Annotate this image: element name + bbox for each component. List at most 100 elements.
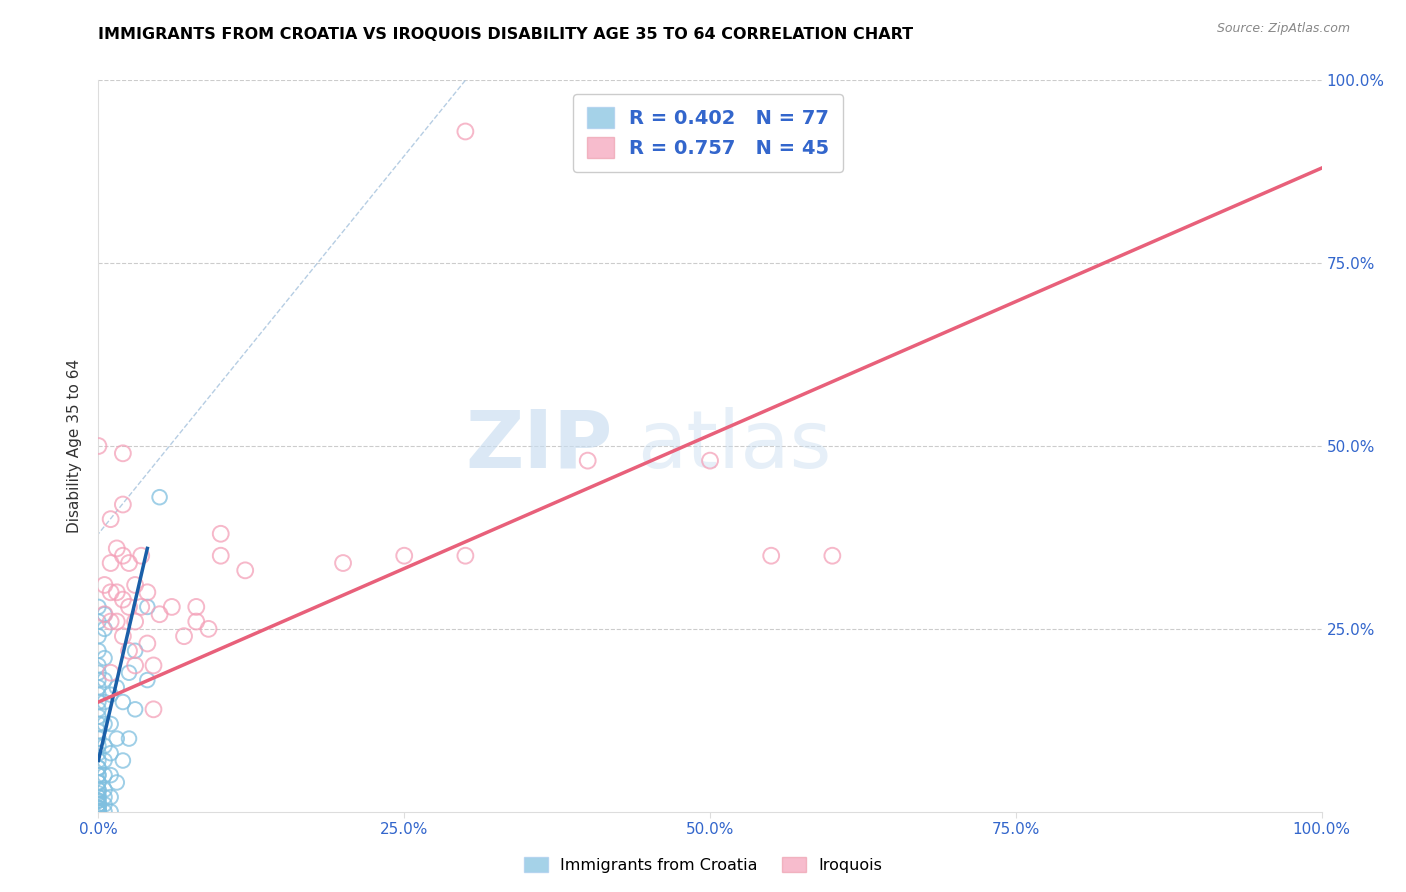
Point xyxy=(111,629,134,643)
Point xyxy=(142,658,165,673)
Point xyxy=(821,549,844,563)
Point xyxy=(87,790,110,805)
Point xyxy=(87,805,110,819)
Point xyxy=(93,607,115,622)
Point xyxy=(93,754,115,768)
Point xyxy=(100,688,122,702)
Point xyxy=(142,702,165,716)
Point xyxy=(149,490,172,504)
Point xyxy=(93,782,115,797)
Point xyxy=(87,775,110,789)
Point xyxy=(87,665,110,680)
Point xyxy=(87,794,110,808)
Point xyxy=(233,563,256,577)
Text: Source: ZipAtlas.com: Source: ZipAtlas.com xyxy=(1216,22,1350,36)
Point xyxy=(87,709,110,723)
Point xyxy=(87,717,110,731)
Point xyxy=(87,681,110,695)
Point xyxy=(93,651,115,665)
Point xyxy=(87,801,110,815)
Point xyxy=(209,549,232,563)
Point xyxy=(87,768,110,782)
Point xyxy=(87,754,110,768)
Point xyxy=(87,599,110,614)
Point xyxy=(87,761,110,775)
Point xyxy=(100,768,122,782)
Point xyxy=(100,746,122,760)
Point xyxy=(124,644,146,658)
Point xyxy=(87,782,110,797)
Point xyxy=(93,797,115,812)
Point xyxy=(87,702,110,716)
Point xyxy=(87,439,110,453)
Point xyxy=(87,794,110,808)
Point xyxy=(173,629,195,643)
Point xyxy=(124,658,146,673)
Point xyxy=(87,805,110,819)
Point xyxy=(100,805,122,819)
Point xyxy=(111,549,134,563)
Point xyxy=(100,615,122,629)
Point xyxy=(100,556,122,570)
Point xyxy=(93,673,115,687)
Point xyxy=(761,549,783,563)
Point xyxy=(93,695,115,709)
Point xyxy=(87,739,110,753)
Point xyxy=(111,754,134,768)
Point xyxy=(149,607,172,622)
Point xyxy=(129,549,152,563)
Point xyxy=(454,124,477,138)
Point xyxy=(118,644,141,658)
Text: ZIP: ZIP xyxy=(465,407,612,485)
Point xyxy=(87,801,110,815)
Point xyxy=(87,805,110,819)
Point xyxy=(576,453,599,467)
Point xyxy=(87,688,110,702)
Point xyxy=(111,592,134,607)
Point xyxy=(87,775,110,789)
Point xyxy=(118,731,141,746)
Point xyxy=(93,607,115,622)
Point xyxy=(186,599,208,614)
Point xyxy=(111,695,134,709)
Text: atlas: atlas xyxy=(637,407,831,485)
Point xyxy=(93,768,115,782)
Point xyxy=(87,629,110,643)
Point xyxy=(105,681,128,695)
Point xyxy=(129,599,152,614)
Point xyxy=(93,717,115,731)
Point xyxy=(87,797,110,812)
Legend: Immigrants from Croatia, Iroquois: Immigrants from Croatia, Iroquois xyxy=(517,851,889,880)
Point xyxy=(87,797,110,812)
Point xyxy=(124,702,146,716)
Point xyxy=(87,695,110,709)
Point xyxy=(87,761,110,775)
Point xyxy=(100,585,122,599)
Point xyxy=(87,805,110,819)
Point xyxy=(105,775,128,789)
Point xyxy=(93,578,115,592)
Point xyxy=(699,453,721,467)
Point xyxy=(87,724,110,739)
Point xyxy=(454,549,477,563)
Point xyxy=(332,556,354,570)
Point xyxy=(136,636,159,650)
Point xyxy=(105,541,128,556)
Point xyxy=(105,731,128,746)
Point xyxy=(118,599,141,614)
Point xyxy=(87,801,110,815)
Point xyxy=(118,665,141,680)
Point xyxy=(87,805,110,819)
Y-axis label: Disability Age 35 to 64: Disability Age 35 to 64 xyxy=(67,359,83,533)
Point xyxy=(93,805,115,819)
Point xyxy=(118,556,141,570)
Point xyxy=(93,739,115,753)
Point xyxy=(87,615,110,629)
Point xyxy=(100,665,122,680)
Point xyxy=(87,746,110,760)
Point xyxy=(100,790,122,805)
Point xyxy=(87,805,110,819)
Point xyxy=(87,768,110,782)
Point xyxy=(87,805,110,819)
Point xyxy=(105,615,128,629)
